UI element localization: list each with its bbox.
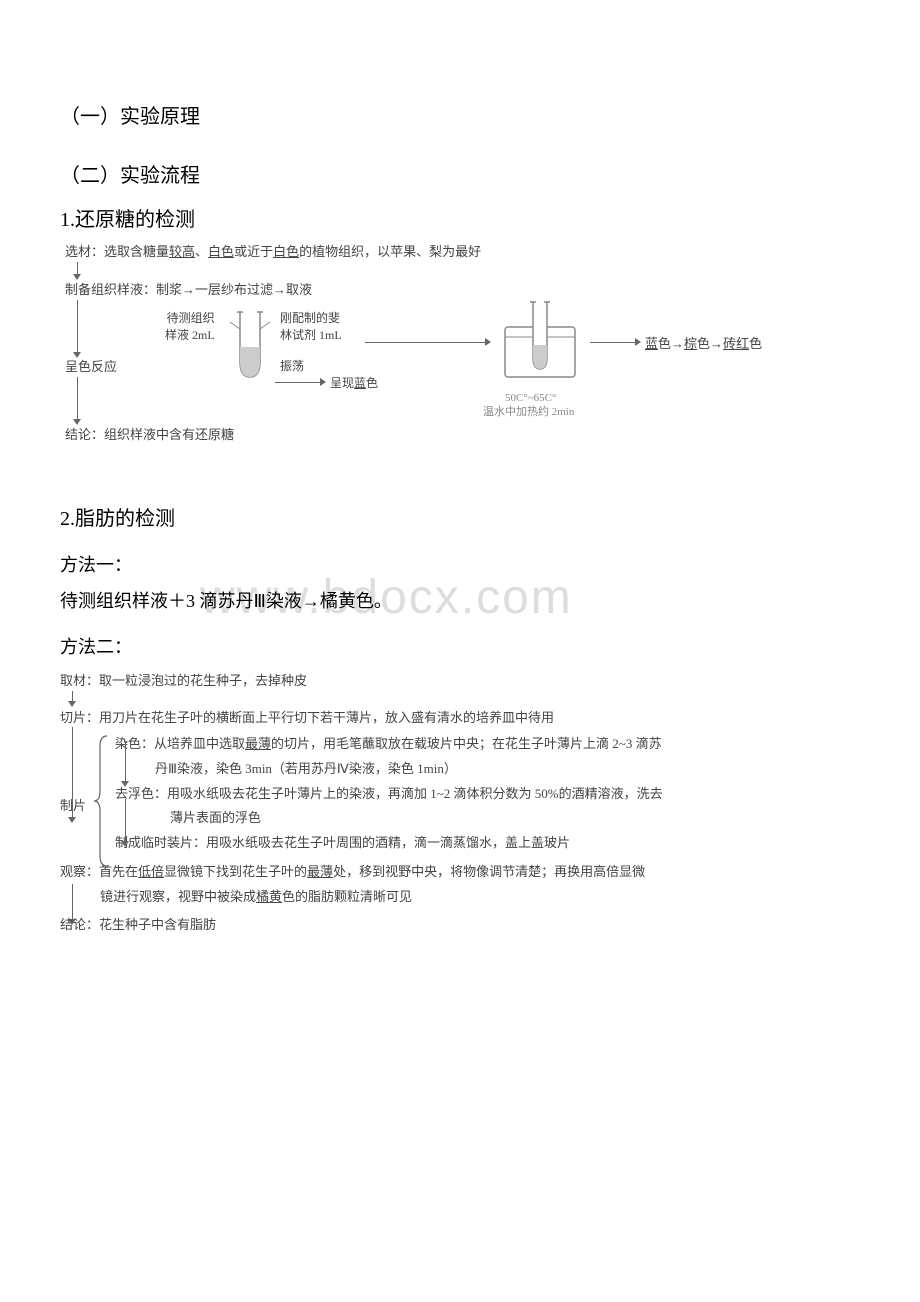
flow2-step6-line2: 镜进行观察，视野中被染成橘黄色的脂肪颗粒清晰可见 [100,885,860,910]
flow2-step3-line2: 丹Ⅲ染液，染色 3min（若用苏丹Ⅳ染液，染色 1min） [155,757,860,782]
flow1-step1: 选材：选取含糖量较高、白色或近于白色的植物组织，以苹果、梨为最好 [65,242,481,263]
tube1-label-right: 刚配制的斐 林试剂 1mL [280,310,342,344]
flow2-step4-label: 制片 [60,794,86,819]
tube1-arrow-head [320,378,326,386]
arrow-line-2 [77,300,78,352]
flow1-conclusion: 结论：组织样液中含有还原糖 [65,425,234,446]
subsection1-title: 1.还原糖的检测 [60,203,860,232]
flow2-step2: 切片：用刀片在花生子叶的横断面上平行切下若干薄片，放入盛有清水的培养皿中待用 [60,706,860,731]
tube2-arrow [590,342,635,343]
flow2-step4-line2: 薄片表面的浮色 [170,806,860,831]
f2-arrow-line-1 [72,691,73,701]
flow1-step2: 制备组织样液：制浆→一层纱布过滤→取液 [65,280,312,301]
flow1-container: 选材：选取含糖量较高、白色或近于白色的植物组织，以苹果、梨为最好 制备组织样液：… [65,242,860,452]
tube1-svg [225,307,275,382]
subsection2-title: 2.脂肪的检测 [60,502,860,531]
tube2-time: 温水中加热约 2min [483,404,574,422]
flow1-step3: 呈色反应 [65,357,117,378]
method2-label: 方法二： [60,633,860,659]
f2-inner-down-2 [121,841,129,847]
tube2-arrow-head [635,338,641,346]
flow2-step3: 染色：从培养皿中选取最薄的切片，用毛笔蘸取放在载玻片中央；在花生子叶薄片上滴 2… [115,732,860,757]
flow2-step6: 观察：首先在低倍显微镜下找到花生子叶的最薄处，移到视野中央，将物像调节清楚；再换… [60,860,860,885]
flow2-step1: 取材：取一粒浸泡过的花生种子，去掉种皮 [60,669,860,694]
tube1-result: 呈现蓝色 [330,374,378,393]
flow2-step4-line1: 去浮色：用吸水纸吸去花生子叶薄片上的染液，再滴加 1~2 滴体积分数为 50%的… [115,782,860,807]
f2-inner-line-1 [125,741,126,781]
section1-title: （一）实验原理 [60,100,860,129]
content: （一）实验原理 （二）实验流程 1.还原糖的检测 选材：选取含糖量较高、白色或近… [60,100,860,938]
f2-inner-line-2 [125,799,126,841]
tube1-arrow [275,382,320,383]
flow2-step5: 制成临时装片：用吸水纸吸去花生子叶周围的酒精，滴一滴蒸馏水，盖上盖玻片 [115,831,860,856]
tube1-label-left: 待测组织 样液 2mL [165,310,215,344]
flow2-conclusion: 结论：花生种子中含有脂肪 [60,913,860,938]
color-change: 蓝色→棕色→砖红色 [645,334,762,355]
method1-label: 方法一： [60,551,860,577]
tube2-svg [495,297,585,387]
section2-title: （二）实验流程 [60,159,860,188]
method1-text: 待测组织样液＋3 滴苏丹Ⅲ染液→橘黄色。 [60,587,860,613]
arrow-line-1 [77,262,78,274]
flow2-container: 取材：取一粒浸泡过的花生种子，去掉种皮 切片：用刀片在花生子叶的横断面上平行切下… [60,669,860,938]
bracket-svg [92,731,112,871]
f2-inner-down-1 [121,781,129,787]
long-arrow [365,342,485,343]
long-arrow-head [485,338,491,346]
diagram-container: 选材：选取含糖量较高、白色或近于白色的植物组织，以苹果、梨为最好 制备组织样液：… [65,242,860,452]
tube1-action: 振荡 [280,357,304,376]
arrow-line-3 [77,377,78,419]
